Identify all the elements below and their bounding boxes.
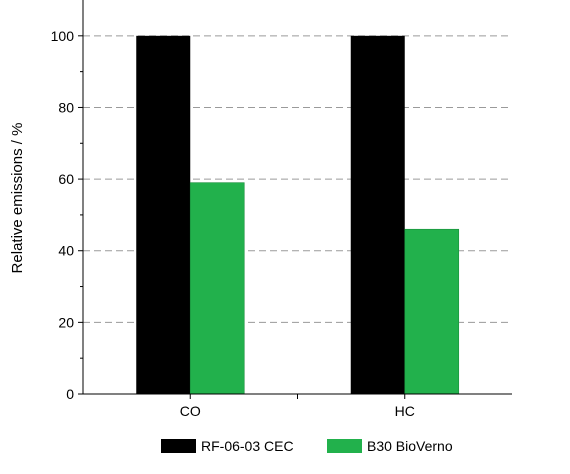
y-tick-label: 20 — [58, 314, 74, 330]
legend-swatch — [161, 439, 196, 453]
y-tick-label: 100 — [51, 28, 75, 44]
y-tick-label: 40 — [58, 243, 74, 259]
bar-hc-series-0 — [350, 35, 405, 395]
y-tick-label: 60 — [58, 171, 74, 187]
legend-swatch — [327, 439, 362, 453]
y-ticks: 0 20 40 60 80 100 — [51, 28, 83, 402]
y-axis-label: Relative emissions / % — [9, 123, 26, 274]
x-tick-label: CO — [180, 403, 201, 419]
bar-hc-series-1 — [404, 228, 460, 395]
y-tick-label: 0 — [66, 386, 74, 402]
bars — [136, 35, 460, 395]
x-tick-label: HC — [395, 403, 415, 419]
bar-co-series-1 — [189, 182, 245, 395]
legend: RF-06-03 CEC B30 BioVerno — [161, 438, 453, 454]
bar-co-series-0 — [136, 35, 191, 395]
y-tick-label: 80 — [58, 99, 74, 115]
legend-label: RF-06-03 CEC — [201, 438, 294, 454]
legend-label: B30 BioVerno — [367, 438, 453, 454]
x-ticks: CO HC — [180, 394, 415, 419]
